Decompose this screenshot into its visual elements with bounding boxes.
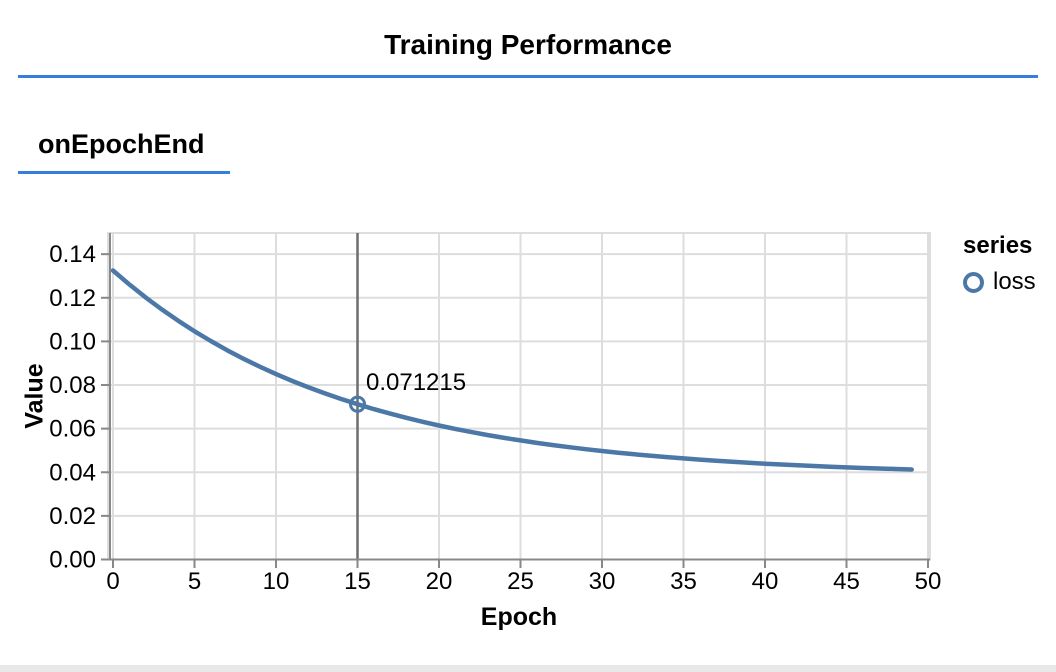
x-tick-label: 30 <box>589 568 616 595</box>
x-tick-label: 35 <box>670 568 697 595</box>
loss-curve <box>110 268 914 472</box>
y-tick-label: 0.10 <box>49 328 96 355</box>
x-tick-label: 10 <box>263 568 290 595</box>
x-tick-label: 50 <box>915 568 942 595</box>
y-tick-label: 0.04 <box>49 459 96 486</box>
x-tick-label: 45 <box>833 568 860 595</box>
x-axis-title: Epoch <box>480 603 558 631</box>
section-label: onEpochEnd <box>38 129 205 159</box>
x-tick-label: 20 <box>426 568 453 595</box>
section-underline <box>18 171 230 174</box>
x-tick-label: 25 <box>507 568 534 595</box>
tooltip-value: 0.071215 <box>366 369 467 396</box>
y-axis-title: Value <box>20 363 49 429</box>
x-tick-label: 5 <box>188 568 201 595</box>
bottom-edge-bar <box>0 665 1056 672</box>
x-tick-label: 40 <box>752 568 779 595</box>
page-title: Training Performance <box>384 29 672 60</box>
y-tick-label: 0.14 <box>49 241 96 268</box>
open-circle-icon <box>963 271 984 293</box>
legend-item-label: loss <box>993 268 1036 295</box>
legend-title: series <box>963 232 1033 259</box>
y-tick-label: 0.06 <box>49 416 96 443</box>
legend-item-loss: loss <box>963 270 1036 294</box>
plot-border <box>107 232 931 561</box>
y-tick-label: 0.08 <box>49 372 96 399</box>
title-divider <box>18 75 1038 78</box>
selected-point <box>349 395 366 413</box>
x-tick-label: 0 <box>106 568 119 595</box>
legend: series loss <box>963 234 1036 294</box>
x-tick-label: 15 <box>344 568 371 595</box>
y-tick-label: 0.12 <box>49 285 96 312</box>
y-tick-label: 0.00 <box>49 547 96 574</box>
y-tick-label: 0.02 <box>49 503 96 530</box>
